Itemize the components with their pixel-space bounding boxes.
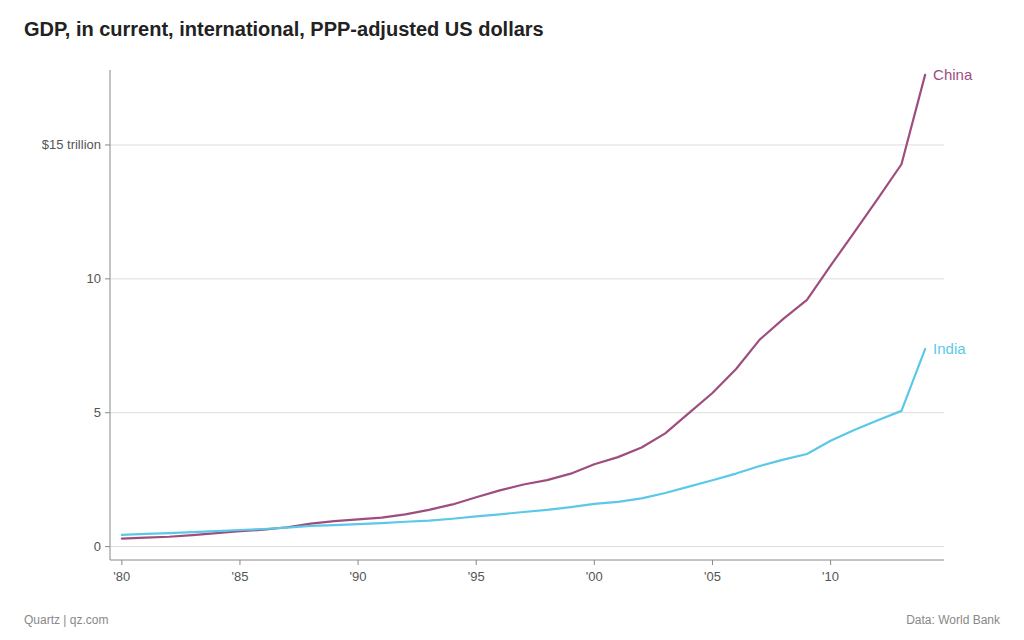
axes: 0 5 10 $15 trillion '80 '85 '90 '95 '00 '05 '10 <box>42 70 944 584</box>
tick-mark <box>105 412 110 413</box>
plot-area <box>122 75 925 539</box>
grid-line <box>110 412 944 413</box>
y-axis-line <box>110 70 111 560</box>
tick-mark <box>105 144 110 145</box>
x-tick-label: '05 <box>704 569 721 584</box>
y-tick-label: $15 trillion <box>42 137 101 152</box>
chart: GDP, in current, international, PPP-adju… <box>0 0 1024 640</box>
annotation: Quartz | qz.com <box>24 613 108 627</box>
line <box>122 75 925 539</box>
title: GDP, in current, international, PPP-adju… <box>24 18 544 40</box>
grid-line <box>110 278 944 279</box>
tick-mark <box>105 278 110 279</box>
grid-line <box>110 144 944 145</box>
y-tick-label: 0 <box>94 539 101 554</box>
tick-mark <box>358 560 359 565</box>
tick-mark <box>830 560 831 565</box>
grid-line <box>110 546 944 547</box>
tick-mark <box>594 560 595 565</box>
x-tick-label: '85 <box>231 569 248 584</box>
tick-mark <box>476 560 477 565</box>
series-labels: China India <box>933 66 973 357</box>
y-tick-label: 5 <box>94 405 101 420</box>
y-tick-label: 10 <box>87 271 101 286</box>
tick-mark <box>121 560 122 565</box>
x-tick-label: '95 <box>468 569 485 584</box>
tick-mark <box>712 560 713 565</box>
x-tick-label: '10 <box>822 569 839 584</box>
x-tick-label: '80 <box>113 569 130 584</box>
grid <box>110 145 944 547</box>
series-label: China <box>933 66 973 83</box>
tick-mark <box>105 546 110 547</box>
tick-mark <box>239 560 240 565</box>
x-tick-label: '00 <box>586 569 603 584</box>
annotation: Data: World Bank <box>906 613 1001 627</box>
series-label: India <box>933 340 966 357</box>
x-axis-line <box>110 560 944 561</box>
line <box>122 349 925 535</box>
x-tick-label: '90 <box>350 569 367 584</box>
